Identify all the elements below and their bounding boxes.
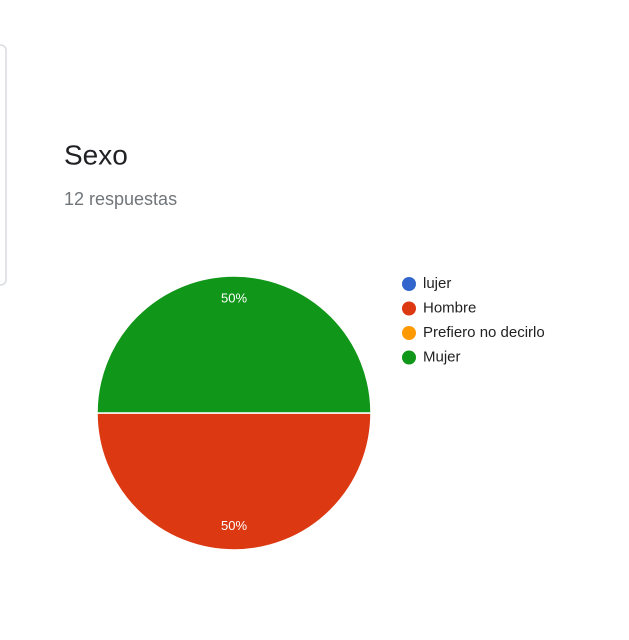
slice-label: 50% [221, 518, 247, 533]
chart-title: Sexo [64, 139, 128, 170]
legend-label: Mujer [423, 348, 461, 365]
legend-marker [402, 277, 416, 291]
legend-label: lujer [423, 275, 451, 292]
legend-label: Hombre [423, 299, 476, 316]
pie-slice [96, 412, 372, 551]
legend-label: Prefiero no decirlo [423, 324, 545, 341]
legend-marker [402, 350, 416, 365]
legend-marker [402, 326, 416, 340]
chart-subtitle: 12 respuestas [64, 189, 177, 209]
legend-marker [402, 301, 416, 316]
pie-slice [96, 275, 372, 414]
card-edge [0, 44, 7, 286]
slice-label: 50% [221, 291, 247, 306]
